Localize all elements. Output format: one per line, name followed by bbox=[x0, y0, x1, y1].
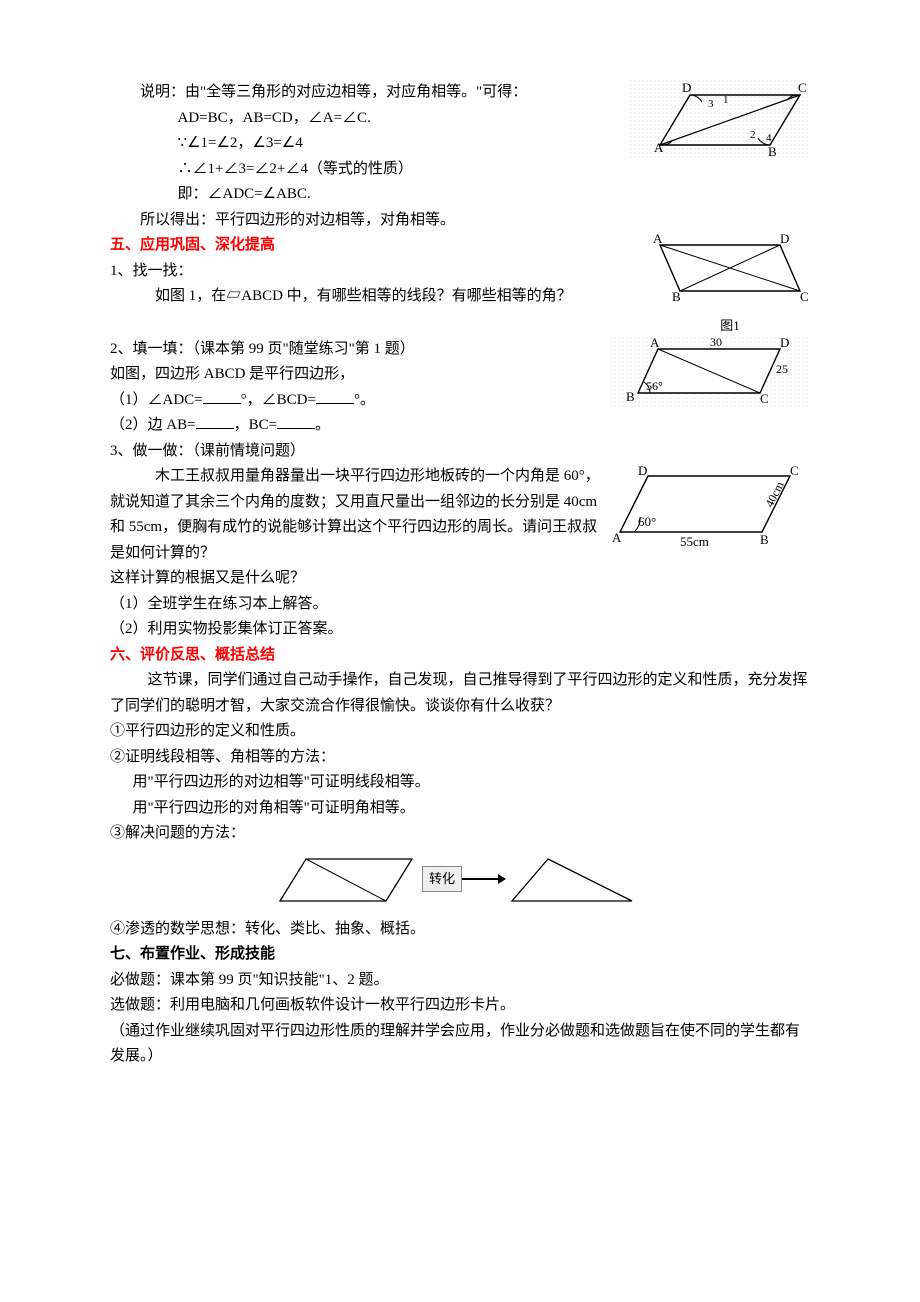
svg-text:C: C bbox=[800, 289, 809, 303]
sec6-body: 这节课，同学们通过自己动手操作，自己发现，自己推导得到了平行四边形的定义和性质，… bbox=[110, 668, 810, 719]
svg-text:B: B bbox=[672, 289, 681, 303]
label-A: A bbox=[654, 140, 664, 155]
sec6-i2b: 用"平行四边形的对角相等"可证明角相等。 bbox=[110, 796, 810, 822]
transform-diagram: 转化 bbox=[110, 851, 810, 907]
svg-text:B: B bbox=[760, 532, 769, 547]
svg-text:A: A bbox=[650, 337, 660, 350]
svg-text:25: 25 bbox=[776, 362, 788, 376]
sec6-i3: ③解决问题的方法： bbox=[110, 821, 810, 847]
label-B: B bbox=[768, 144, 777, 159]
q2-part2: （2）边 AB=，BC=。 bbox=[110, 413, 810, 439]
figure-1-caption: 图1 bbox=[650, 315, 810, 337]
sec6-i1: ①平行四边形的定义和性质。 bbox=[110, 719, 810, 745]
label-3: 3 bbox=[708, 98, 714, 110]
sec7-l3: （通过作业继续巩固对平行四边形性质的理解并学会应用，作业分必做题和选做题旨在使不… bbox=[110, 1019, 810, 1070]
blank-adc[interactable] bbox=[203, 388, 241, 404]
svg-text:D: D bbox=[780, 233, 789, 246]
label-C: C bbox=[798, 80, 807, 95]
blank-bc[interactable] bbox=[277, 413, 315, 429]
svg-text:60°: 60° bbox=[638, 514, 656, 529]
svg-text:D: D bbox=[638, 464, 647, 478]
svg-text:55cm: 55cm bbox=[680, 534, 709, 549]
q3-sub2: （2）利用实物投影集体订正答案。 bbox=[110, 617, 810, 643]
arrow-label: 转化 bbox=[422, 866, 462, 892]
proof-line5: 即：∠ADC=∠ABC. bbox=[110, 182, 810, 208]
sec6-i2: ②证明线段相等、角相等的方法： bbox=[110, 745, 810, 771]
svg-text:30: 30 bbox=[710, 337, 722, 349]
sec6-i2a: 用"平行四边形的对边相等"可证明线段相等。 bbox=[110, 770, 810, 796]
q3-body2: 这样计算的根据又是什么呢？ bbox=[110, 566, 810, 592]
svg-text:D: D bbox=[780, 337, 789, 350]
proof-line6: 所以得出：平行四边形的对边相等，对角相等。 bbox=[110, 208, 810, 234]
label-4: 4 bbox=[766, 132, 772, 144]
figure-1: A D B C 图1 bbox=[650, 233, 810, 337]
figure-q2: A D B C 56° 30 25 bbox=[610, 337, 810, 417]
triangle-shape-icon bbox=[504, 851, 644, 907]
parallelogram-shape-icon bbox=[276, 851, 416, 907]
svg-text:B: B bbox=[626, 389, 635, 404]
svg-text:C: C bbox=[760, 391, 769, 406]
section-6-title: 六、评价反思、概括总结 bbox=[110, 643, 810, 669]
figure-q3: A B C D 60° 55cm 40cm bbox=[610, 464, 810, 559]
blank-ab[interactable] bbox=[196, 413, 234, 429]
sec7-l1: 必做题：课本第 99 页"知识技能"1、2 题。 bbox=[110, 968, 810, 994]
q3-sub1: （1）全班学生在练习本上解答。 bbox=[110, 592, 810, 618]
sec7-l2: 选做题：利用电脑和几何画板软件设计一枚平行四边形卡片。 bbox=[110, 993, 810, 1019]
section-7-title: 七、布置作业、形成技能 bbox=[110, 942, 810, 968]
svg-text:A: A bbox=[612, 530, 622, 545]
figure-parallelogram-angles: A B C D 3 1 2 4 bbox=[630, 80, 810, 170]
sec6-i4: ④渗透的数学思想：转化、类比、抽象、概括。 bbox=[110, 917, 810, 943]
svg-text:A: A bbox=[653, 233, 663, 246]
label-1: 1 bbox=[723, 94, 729, 106]
svg-text:C: C bbox=[790, 464, 799, 478]
q3-label: 3、做一做：（课前情境问题） bbox=[110, 439, 810, 465]
svg-text:40cm: 40cm bbox=[762, 479, 787, 510]
arrow-icon bbox=[462, 878, 498, 880]
blank-bcd[interactable] bbox=[316, 388, 354, 404]
label-D: D bbox=[682, 80, 691, 95]
svg-text:56°: 56° bbox=[646, 379, 663, 393]
label-2: 2 bbox=[750, 129, 756, 141]
